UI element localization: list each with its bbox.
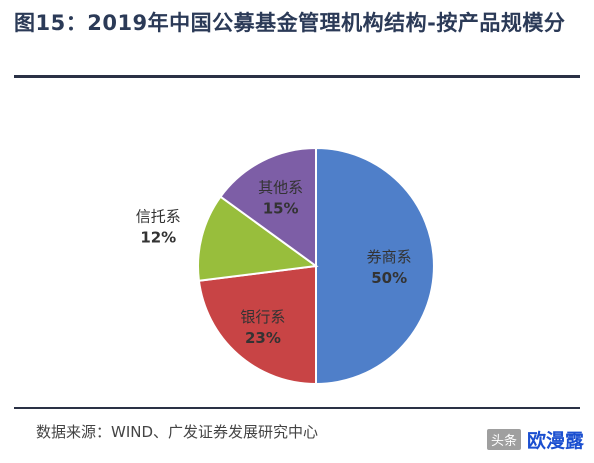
pie-labels: 券商系 50% 银行系 23% 信托系 12% 其他系 15% — [136, 179, 412, 348]
slice-label: 其他系 — [258, 179, 303, 197]
slice-value-label: 23% — [245, 329, 281, 347]
slice-value-label: 15% — [263, 200, 299, 218]
pie-slice — [219, 146, 317, 268]
slice-label: 银行系 — [240, 308, 285, 326]
top-rule — [14, 75, 580, 78]
figure-title: 图15：2019年中国公募基金管理机构结构-按产品规模分 — [14, 11, 566, 35]
slice-label: 信托系 — [136, 208, 181, 226]
slice-label: 券商系 — [367, 248, 412, 266]
watermark-small: 头条 — [486, 429, 521, 450]
pie-slices — [197, 146, 435, 386]
slice-value-label: 50% — [371, 269, 407, 287]
pie-slice — [315, 146, 435, 386]
source-note: 数据来源：WIND、广发证券发展研究中心 — [36, 423, 319, 441]
watermark: 头条 欧漫露 — [486, 426, 584, 453]
slice-value-label: 12% — [140, 229, 176, 247]
bottom-rule — [14, 407, 580, 409]
watermark-brand: 欧漫露 — [526, 430, 584, 452]
pie-slice — [197, 195, 319, 282]
pie-slice — [197, 264, 317, 386]
